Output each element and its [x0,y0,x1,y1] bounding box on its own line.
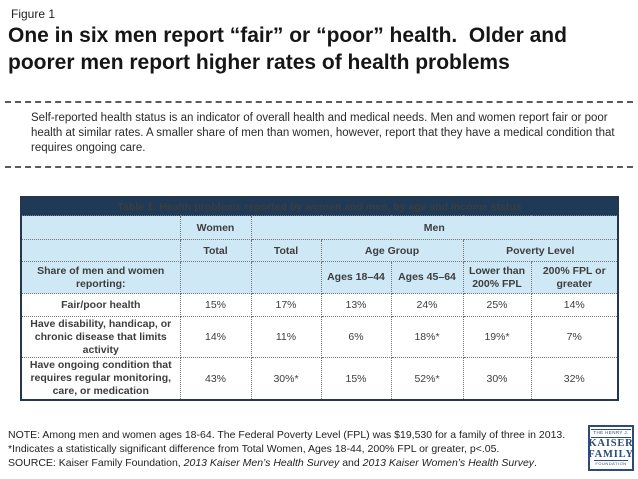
subgroup-header-row: Total Total Age Group Poverty Level [20,239,619,262]
cell-value: 17% [250,293,322,317]
data-table-container: Table 1: Health problems reported by wom… [20,196,620,401]
women-total-header: Total [179,239,252,262]
logo-line-foundation: FOUNDATION [594,459,628,466]
source-survey-men: 2013 Kaiser Men’s Health Survey [183,456,340,469]
intro-callout-box: Self-reported health status is an indica… [5,101,633,168]
age-group-header: Age Group [320,239,464,262]
row-label: Have disability, handicap, or chronic di… [20,315,181,359]
table-title: Table 1: Health problems reported by wom… [20,196,619,216]
column-group-women: Women [179,215,252,240]
poverty-level-header: Poverty Level [462,239,619,262]
cell-value: 15% [320,357,392,401]
empty-cell [250,261,322,294]
footnote-block: NOTE: Among men and women ages 18-64. Th… [8,429,586,471]
table-row-ongoing-condition: Have ongoing condition that requires reg… [20,357,619,401]
col-header-ages-18-44: Ages 18–44 [320,261,392,294]
cell-value: 19%* [462,315,532,359]
col-header-ages-45-64: Ages 45–64 [390,261,464,294]
empty-cell [20,239,181,262]
cell-value: 30% [462,357,532,401]
cell-value: 7% [530,315,619,359]
empty-cell [20,215,181,240]
source-survey-women: 2013 Kaiser Women’s Health Survey [362,456,535,469]
row-label-header: Share of men and women reporting: [20,261,181,294]
cell-value: 32% [530,357,619,401]
logo-line-kaiser: KAISER [588,437,634,449]
cell-value: 11% [250,315,322,359]
health-problems-table: Table 1: Health problems reported by wom… [20,196,620,401]
cell-value: 25% [462,293,532,317]
table-row-disability: Have disability, handicap, or chronic di… [20,315,619,359]
group-header-row: Women Men [20,215,619,240]
col-header-higher-fpl: 200% FPL or greater [530,261,619,294]
col-header-lower-fpl: Lower than 200% FPL [462,261,532,294]
source-suffix: . [534,456,537,469]
cell-value: 14% [530,293,619,317]
cell-value: 15% [179,293,252,317]
logo-line-family: FAMILY [588,448,634,460]
kaiser-family-foundation-logo: THE HENRY J. KAISER FAMILY FOUNDATION [588,425,634,471]
cell-value: 24% [390,293,464,317]
logo-line-henry: THE HENRY J. [591,428,631,438]
note-text: NOTE: Among men and women ages 18-64. Th… [8,429,566,455]
row-label: Fair/poor health [20,293,181,317]
men-total-header: Total [250,239,322,262]
cell-value: 13% [320,293,392,317]
figure-label: Figure 1 [11,7,56,21]
intro-text: Self-reported health status is an indica… [31,112,615,155]
page-title: One in six men report “fair” or “poor” h… [8,24,573,74]
cell-value: 14% [179,315,252,359]
cell-value: 30%* [250,357,322,401]
cell-value: 43% [179,357,252,401]
source-text: SOURCE: Kaiser Family Foundation, 2013 K… [8,457,586,471]
column-group-men: Men [250,215,619,240]
cell-value: 52%* [390,357,464,401]
row-label: Have ongoing condition that requires reg… [20,357,181,401]
column-header-row: Share of men and women reporting: Ages 1… [20,261,619,294]
table-row-fair-poor-health: Fair/poor health 15% 17% 13% 24% 25% 14% [20,293,619,317]
table-title-row: Table 1: Health problems reported by wom… [20,196,619,216]
cell-value: 6% [320,315,392,359]
empty-cell [179,261,252,294]
source-conjunction: and [339,456,363,469]
source-prefix: SOURCE: Kaiser Family Foundation, [8,456,184,469]
cell-value: 18%* [390,315,464,359]
